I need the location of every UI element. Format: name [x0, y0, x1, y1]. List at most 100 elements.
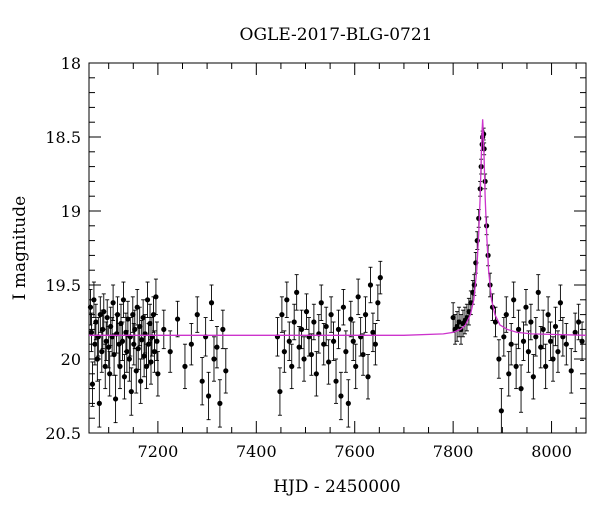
- data-point: [372, 341, 378, 347]
- data-point: [528, 319, 534, 325]
- y-tick-label: 18.5: [45, 128, 81, 147]
- data-point: [99, 349, 105, 355]
- data-point: [377, 275, 383, 281]
- data-point: [335, 326, 342, 332]
- data-point: [323, 323, 329, 330]
- data-point: [296, 344, 302, 350]
- x-tick-label: 8000: [531, 442, 572, 461]
- data-point: [112, 396, 119, 402]
- data-point: [328, 312, 334, 318]
- data-point: [538, 344, 544, 350]
- data-point: [294, 289, 300, 295]
- data-point: [456, 319, 462, 325]
- y-axis-label: I magnitude: [10, 196, 30, 300]
- data-point: [100, 326, 106, 332]
- data-point: [116, 341, 122, 347]
- data-point: [135, 346, 141, 352]
- data-point: [568, 368, 574, 374]
- data-point: [515, 326, 522, 332]
- data-point: [182, 363, 188, 369]
- data-point: [148, 359, 154, 365]
- data-point: [147, 320, 153, 327]
- data-point: [289, 363, 295, 369]
- data-point: [199, 378, 205, 384]
- data-point: [220, 326, 226, 332]
- data-point: [211, 356, 217, 362]
- data-point: [126, 356, 132, 362]
- data-point: [286, 338, 292, 344]
- data-point: [128, 388, 134, 395]
- data-point: [333, 378, 339, 384]
- data-point: [277, 388, 283, 395]
- data-point: [492, 319, 499, 325]
- data-point: [330, 338, 337, 344]
- data-point: [217, 400, 223, 406]
- y-tick-label: 20: [61, 350, 81, 369]
- data-point: [124, 349, 130, 355]
- error-bars: [88, 127, 585, 434]
- data-point: [174, 316, 181, 322]
- data-point: [117, 363, 123, 369]
- data-point: [362, 312, 369, 318]
- y-tick-label: 18: [61, 54, 81, 73]
- data-point: [543, 363, 549, 369]
- data-point: [375, 300, 381, 306]
- data-point: [301, 356, 307, 362]
- data-point: [106, 344, 112, 350]
- data-point: [144, 297, 151, 303]
- data-point: [188, 341, 194, 347]
- data-point: [125, 316, 131, 322]
- data-point: [579, 338, 585, 344]
- data-point: [118, 320, 124, 327]
- data-point: [450, 314, 456, 321]
- data-point: [370, 329, 376, 335]
- y-tick-label: 20.5: [45, 424, 81, 443]
- data-point: [365, 374, 371, 380]
- data-point: [355, 294, 361, 300]
- data-point: [145, 341, 152, 347]
- data-point: [523, 304, 529, 310]
- data-point: [143, 363, 150, 369]
- data-point: [572, 329, 578, 335]
- data-point: [298, 326, 305, 332]
- data-point: [350, 338, 356, 344]
- data-point: [92, 341, 98, 347]
- data-point: [563, 341, 569, 347]
- data-point: [326, 359, 332, 365]
- data-point: [279, 312, 285, 318]
- data-point: [557, 300, 564, 306]
- data-point: [155, 371, 161, 377]
- data-point: [311, 319, 317, 325]
- chart-title: OGLE-2017-BLG-0721: [240, 25, 433, 45]
- data-point: [303, 309, 310, 315]
- data-point: [97, 312, 103, 318]
- data-point: [111, 351, 117, 358]
- data-point: [132, 326, 138, 332]
- data-point: [360, 351, 366, 358]
- data-point: [208, 300, 215, 306]
- data-point: [545, 312, 551, 318]
- data-point: [533, 334, 539, 340]
- model-line: [89, 119, 587, 336]
- data-point: [205, 393, 212, 399]
- data-point: [214, 344, 220, 350]
- data-point: [141, 353, 147, 359]
- data-point: [151, 349, 158, 355]
- data-point: [120, 297, 127, 303]
- x-tick-label: 7600: [334, 442, 375, 461]
- data-point: [552, 323, 559, 330]
- data-point: [313, 371, 319, 377]
- data-point: [161, 326, 167, 332]
- data-point: [107, 371, 113, 377]
- data-point: [110, 300, 116, 306]
- data-point: [139, 337, 145, 343]
- data-point: [88, 329, 95, 335]
- axis-tick-labels: 7200 7400 7600 7800 8000 18 18.5 19 19.5 20 20.5: [45, 54, 572, 461]
- data-point: [167, 349, 173, 355]
- data-point: [223, 368, 229, 374]
- data-point: [560, 334, 566, 340]
- data-point: [345, 400, 351, 406]
- data-point: [103, 338, 109, 344]
- data-point: [114, 312, 121, 318]
- data-point: [291, 319, 297, 325]
